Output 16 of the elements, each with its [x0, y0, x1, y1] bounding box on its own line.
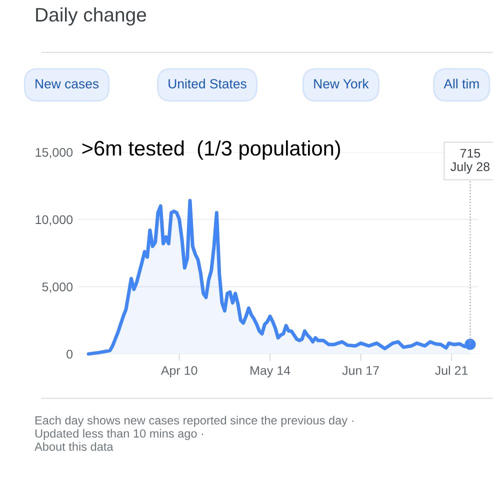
chart-title: Daily change — [36, 7, 146, 26]
x-tick-label: Jul 21 — [435, 366, 468, 375]
y-tick-label: 0 — [66, 350, 73, 359]
text: United States — [168, 78, 246, 88]
x-tick-label: Apr 10 — [160, 366, 198, 378]
y-tick-label: 15,000 — [36, 148, 73, 158]
x-tick-label: May 14 — [250, 366, 290, 378]
text: New cases — [36, 79, 99, 88]
annotation: >6m tested (1/3 population) — [82, 140, 340, 160]
text: New York — [314, 78, 369, 88]
x-tick-label: Jun 17 — [342, 366, 379, 375]
y-tick-label: 5,000 — [42, 282, 73, 293]
text: All tim — [444, 78, 479, 88]
annotation: 715 July 28 — [450, 148, 490, 174]
text: Each day shows new cases reported since the previous day · Updated less than 10 mins ago · About this data — [34, 416, 354, 451]
y-tick-label: 10,000 — [36, 215, 73, 226]
